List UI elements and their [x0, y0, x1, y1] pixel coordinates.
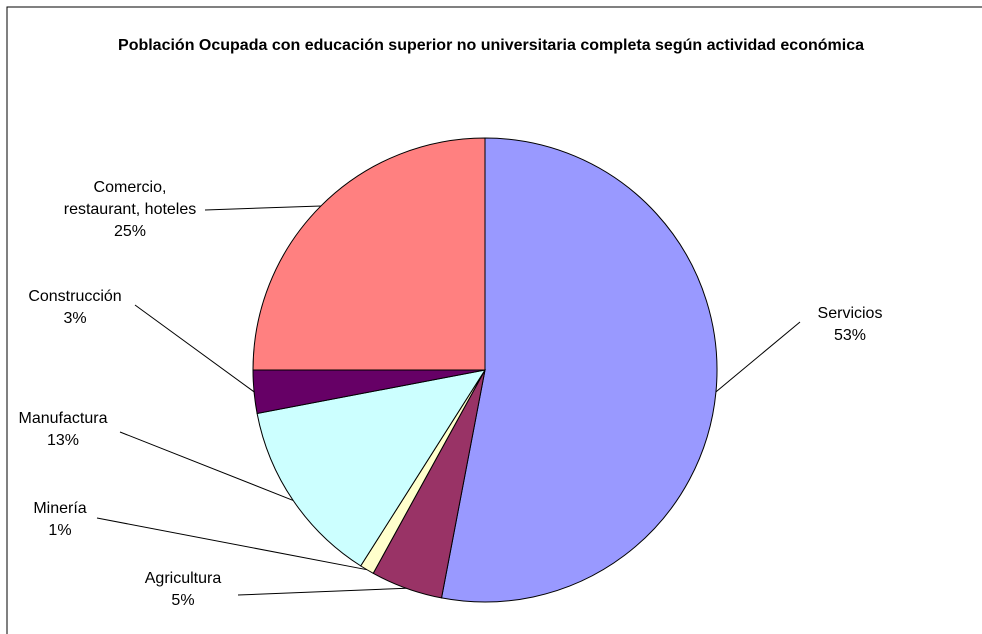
pie-slice — [252, 137, 486, 371]
slice-label: Comercio, restaurant, hoteles 25% — [55, 177, 205, 243]
leader-line — [119, 431, 294, 501]
value-label: 13% — [46, 432, 80, 449]
category-label: Agricultura — [144, 570, 222, 587]
leader-line — [134, 304, 255, 393]
leader-line — [237, 587, 407, 596]
leader-line — [96, 517, 367, 571]
value-label: 3% — [63, 310, 87, 327]
category-label: Servicios — [817, 305, 883, 322]
chart-title: Población Ocupada con educación superior… — [118, 37, 864, 54]
category-label: Minería — [33, 500, 87, 517]
value-label: 25% — [113, 223, 147, 240]
slice-label: Servicios 53% — [818, 303, 883, 347]
chart-frame — [6, 6, 982, 634]
slice-label: Manufactura 13% — [19, 408, 108, 452]
pie-slice — [440, 137, 718, 603]
value-label: 53% — [833, 327, 867, 344]
slice-label: Minería 1% — [33, 498, 86, 542]
leader-line — [204, 205, 321, 211]
category-label: Manufactura — [18, 410, 108, 427]
category-label: Comercio, restaurant, hoteles — [63, 179, 197, 218]
value-label: 5% — [171, 592, 195, 609]
slice-label: Agricultura 5% — [145, 568, 221, 612]
category-label: Construcción — [28, 288, 122, 305]
leader-line — [715, 321, 801, 393]
value-label: 1% — [48, 522, 72, 539]
pie-slice — [256, 369, 487, 567]
slice-label: Construcción 3% — [28, 286, 121, 330]
